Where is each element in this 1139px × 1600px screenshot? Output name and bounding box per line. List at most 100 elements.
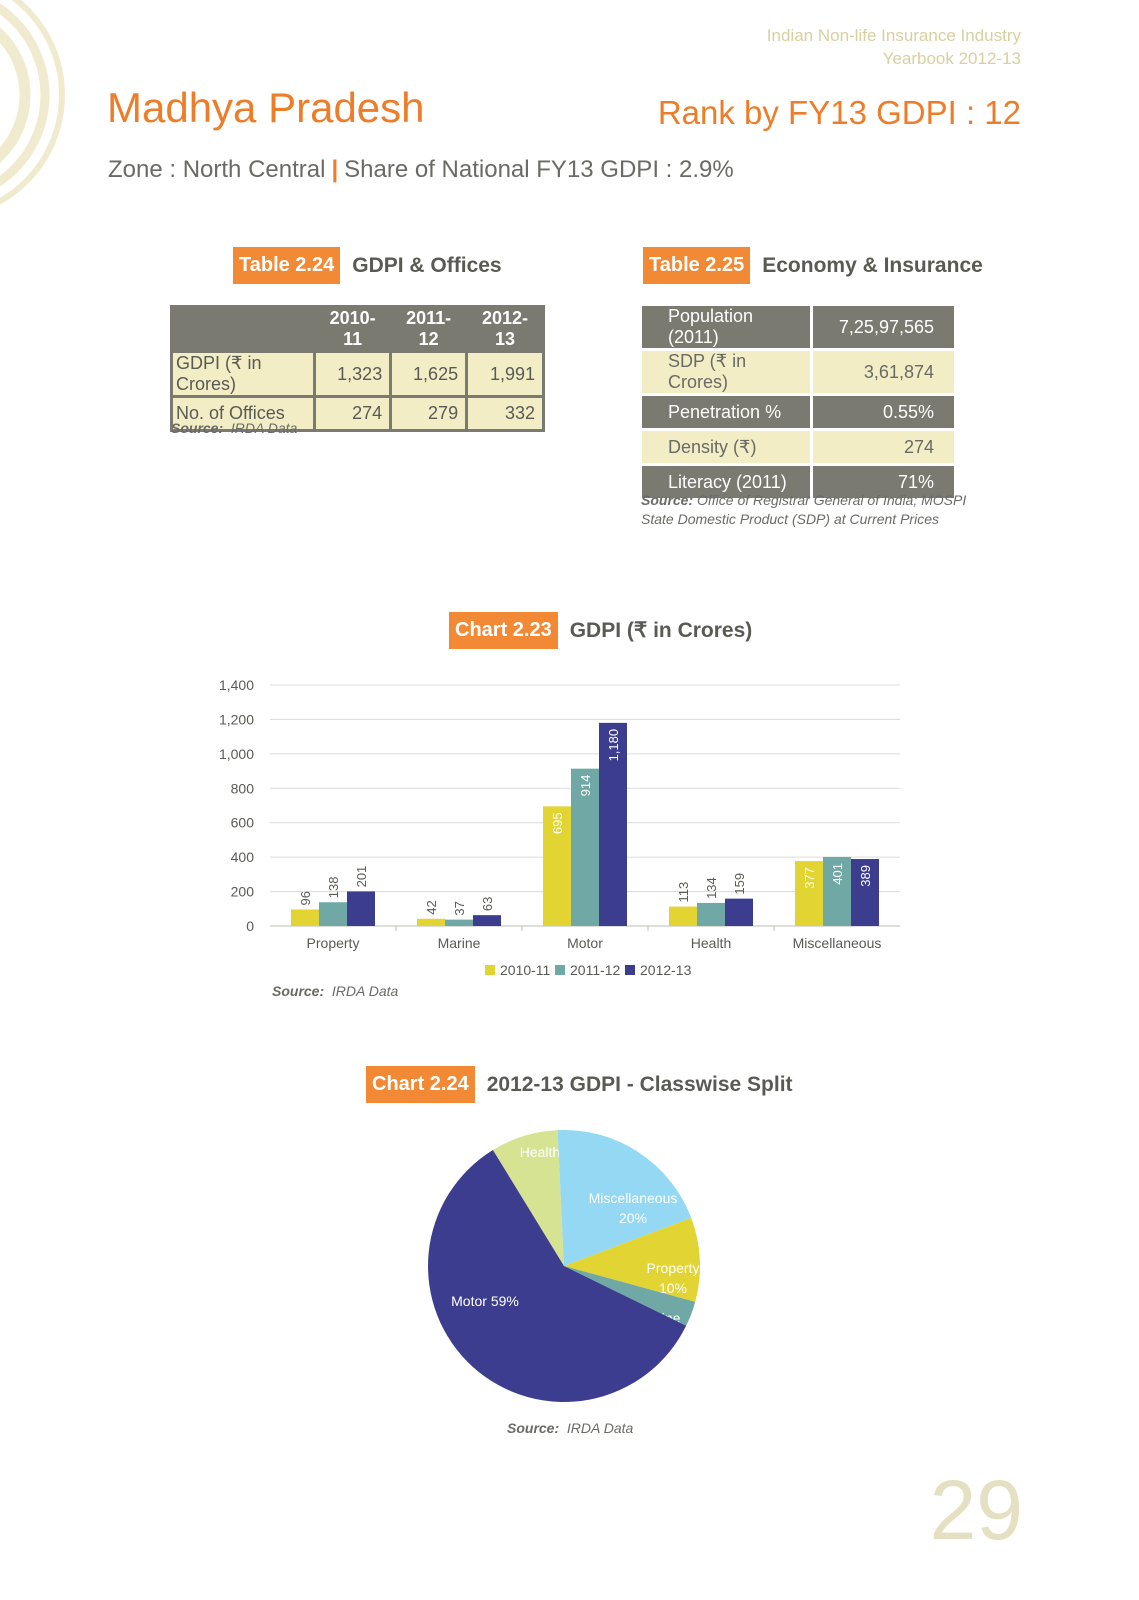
data-label: 37 (452, 901, 467, 915)
y-tick-label: 0 (246, 918, 254, 934)
page-number: 29 (929, 1463, 1023, 1557)
cell: 3,61,874 (809, 348, 958, 396)
data-label: 134 (704, 877, 719, 899)
y-tick-label: 400 (231, 849, 255, 865)
cell: 1,323 (312, 350, 393, 398)
source-text: IRDA Data (566, 1420, 634, 1436)
bar (445, 919, 473, 926)
x-tick-label: Property (307, 935, 360, 951)
source-text-line-1: Office of Registrar General of India; MO… (697, 492, 967, 508)
classwise-pie-chart: Health 8%Miscellaneous20%Property10%Mari… (428, 1130, 700, 1402)
cell: 7,25,97,565 (809, 303, 958, 351)
source-label: Source: (171, 420, 224, 436)
cell: 1,625 (389, 350, 469, 398)
table-row: No. of Offices 274 279 332 (170, 395, 545, 432)
table1-tag: Table 2.24 (233, 247, 341, 284)
row-label: SDP (₹ in Crores) (639, 348, 813, 396)
cell: 332 (465, 395, 545, 432)
cell: 274 (809, 428, 958, 466)
source-text-line-2: State Domestic Product (SDP) at Current … (641, 511, 939, 527)
cell: 279 (389, 395, 469, 432)
header-line-1: Indian Non-life Insurance Industry (766, 26, 1021, 45)
table1-caption: Table 2.24 GDPI & Offices (233, 247, 502, 284)
bar (319, 902, 347, 926)
y-tick-label: 1,400 (219, 677, 254, 693)
data-label: 201 (354, 866, 369, 888)
bar (347, 891, 375, 926)
bar (795, 861, 823, 926)
table-row: SDP (₹ in Crores) 3,61,874 (639, 348, 958, 396)
chart1-tag: Chart 2.23 (449, 612, 558, 649)
pie-slice (557, 1130, 692, 1266)
cell: 1,991 (465, 350, 545, 398)
decorative-arcs (0, 0, 65, 205)
gdpi-offices-table: 2010-11 2011-12 2012-13 GDPI (₹ in Crore… (170, 305, 545, 432)
bar (823, 856, 851, 926)
column-header: 2011-12 (389, 305, 469, 353)
y-tick-label: 1,000 (219, 746, 254, 762)
row-label: No. of Offices (170, 395, 316, 432)
economy-insurance-table: Population (2011) 7,25,97,565 SDP (₹ in … (639, 303, 958, 501)
slice-label: Motor 59% (451, 1293, 519, 1309)
bar (473, 915, 501, 926)
slice-label: Miscellaneous (589, 1190, 678, 1206)
data-label: 96 (298, 891, 313, 905)
data-label: 695 (550, 812, 565, 834)
data-label: 63 (480, 897, 495, 911)
slice-label: Property (647, 1260, 700, 1276)
x-tick-label: Miscellaneous (793, 935, 882, 951)
slice-label: 20% (619, 1210, 647, 1226)
header-line-2: Yearbook 2012-13 (882, 49, 1021, 68)
cell: 71% (809, 463, 958, 501)
data-label: 914 (578, 775, 593, 797)
bar (697, 902, 725, 926)
x-tick-label: Marine (438, 935, 481, 951)
legend-swatch (625, 965, 635, 975)
data-label: 401 (830, 863, 845, 885)
pie-slice (564, 1266, 696, 1326)
y-tick-label: 200 (231, 884, 255, 900)
data-label: 389 (858, 865, 873, 887)
pie-slice (428, 1150, 687, 1402)
data-label: 113 (676, 882, 691, 903)
publication-header: Indian Non-life Insurance Industry Yearb… (767, 24, 1021, 70)
source-text: IRDA Data (230, 420, 298, 436)
column-header: 2010-11 (312, 305, 393, 353)
share-text: Share of National FY13 GDPI : 2.9% (344, 156, 734, 183)
table-row: Density (₹) 274 (639, 428, 958, 466)
table2-source: Source: Office of Registrar General of I… (641, 491, 966, 529)
data-label: 1,180 (606, 729, 621, 762)
data-label: 42 (424, 900, 439, 914)
bar (543, 806, 571, 926)
table1-source: Source: IRDA Data (171, 420, 297, 436)
data-label: 159 (732, 873, 747, 895)
source-text: IRDA Data (331, 983, 399, 999)
chart1-source: Source: IRDA Data (272, 983, 398, 999)
bar (291, 909, 319, 926)
slice-label: 10% (659, 1280, 687, 1296)
legend-swatch (555, 965, 565, 975)
source-label: Source: (641, 492, 694, 508)
y-tick-label: 800 (231, 780, 255, 796)
legend-label: 2012-13 (640, 962, 692, 978)
zone-line: Zone : North Central | Share of National F… (108, 156, 734, 184)
cell: 274 (312, 395, 393, 432)
table-row: Population (2011) 7,25,97,565 (639, 303, 958, 351)
rank-text: Rank by FY13 GDPI : 12 (657, 94, 1021, 131)
chart1-caption: Chart 2.23 GDPI (₹ in Crores) (449, 612, 752, 649)
table-row: Penetration % 0.55% (639, 393, 958, 431)
cell: 0.55% (809, 393, 958, 431)
table2-caption: Table 2.25 Economy & Insurance (643, 247, 983, 284)
table1-title: GDPI & Offices (352, 253, 502, 277)
bar (571, 768, 599, 926)
chart2-source: Source: IRDA Data (507, 1420, 633, 1436)
row-label: Population (2011) (639, 303, 813, 351)
chart1-title: GDPI (₹ in Crores) (569, 619, 753, 642)
bar (669, 906, 697, 926)
bar (417, 918, 445, 926)
y-tick-label: 1,200 (219, 711, 254, 727)
separator: | (331, 156, 339, 183)
data-label: 377 (802, 867, 817, 889)
chart2-tag: Chart 2.24 (366, 1066, 475, 1103)
column-header: 2012-13 (465, 305, 545, 353)
